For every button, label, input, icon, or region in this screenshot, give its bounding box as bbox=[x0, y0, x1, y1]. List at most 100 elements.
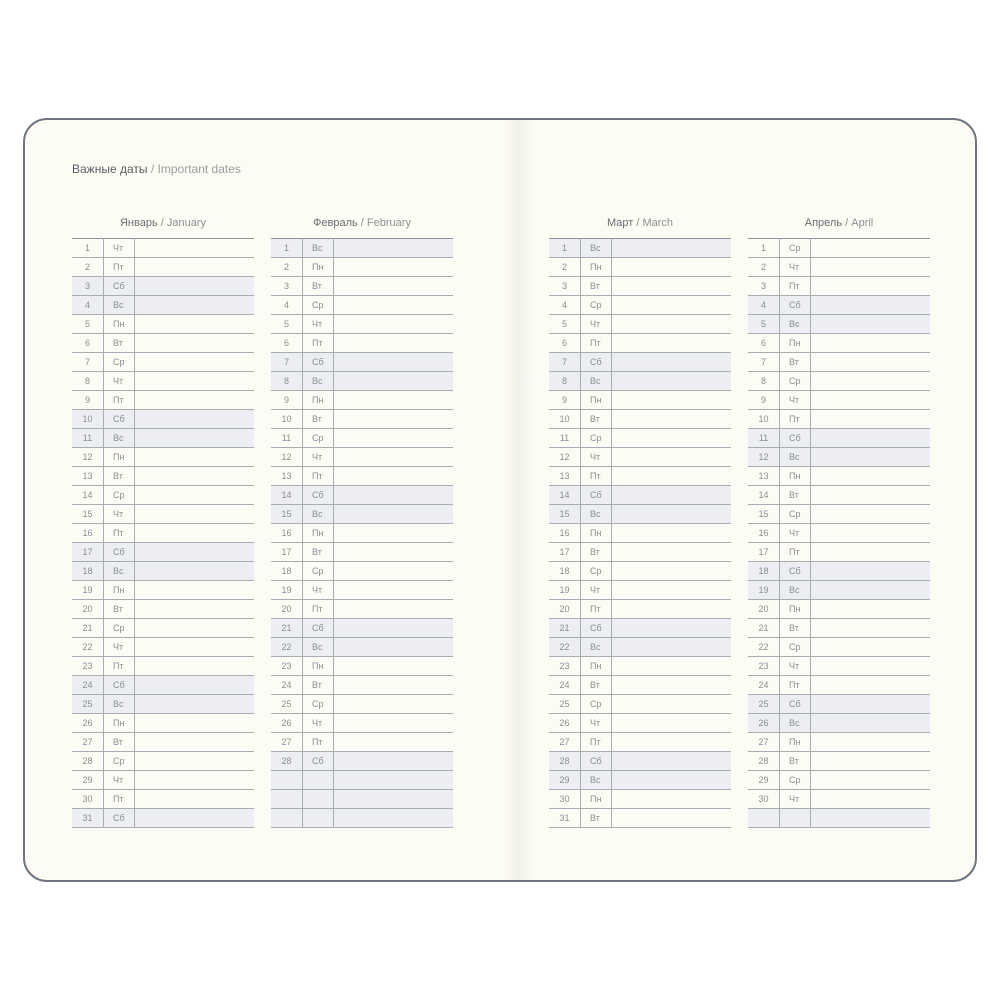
note-cell[interactable] bbox=[333, 732, 453, 752]
note-cell[interactable] bbox=[134, 694, 254, 714]
note-cell[interactable] bbox=[333, 409, 453, 429]
note-cell[interactable] bbox=[333, 504, 453, 524]
note-cell[interactable] bbox=[134, 656, 254, 676]
note-cell[interactable] bbox=[611, 276, 731, 296]
note-cell[interactable] bbox=[810, 238, 930, 258]
note-cell[interactable] bbox=[810, 789, 930, 809]
note-cell[interactable] bbox=[333, 542, 453, 562]
note-cell[interactable] bbox=[134, 561, 254, 581]
note-cell[interactable] bbox=[134, 409, 254, 429]
note-cell[interactable] bbox=[611, 504, 731, 524]
note-cell[interactable] bbox=[134, 238, 254, 258]
note-cell[interactable] bbox=[810, 561, 930, 581]
note-cell[interactable] bbox=[333, 637, 453, 657]
note-cell[interactable] bbox=[333, 789, 453, 809]
note-cell[interactable] bbox=[810, 694, 930, 714]
note-cell[interactable] bbox=[134, 485, 254, 505]
note-cell[interactable] bbox=[134, 295, 254, 315]
note-cell[interactable] bbox=[611, 485, 731, 505]
note-cell[interactable] bbox=[611, 390, 731, 410]
note-cell[interactable] bbox=[611, 257, 731, 277]
note-cell[interactable] bbox=[134, 789, 254, 809]
note-cell[interactable] bbox=[810, 504, 930, 524]
note-cell[interactable] bbox=[333, 314, 453, 334]
note-cell[interactable] bbox=[134, 257, 254, 277]
note-cell[interactable] bbox=[134, 770, 254, 790]
note-cell[interactable] bbox=[611, 770, 731, 790]
note-cell[interactable] bbox=[134, 390, 254, 410]
note-cell[interactable] bbox=[134, 466, 254, 486]
note-cell[interactable] bbox=[333, 694, 453, 714]
note-cell[interactable] bbox=[810, 656, 930, 676]
note-cell[interactable] bbox=[810, 409, 930, 429]
note-cell[interactable] bbox=[333, 276, 453, 296]
note-cell[interactable] bbox=[611, 314, 731, 334]
note-cell[interactable] bbox=[333, 447, 453, 467]
note-cell[interactable] bbox=[810, 523, 930, 543]
note-cell[interactable] bbox=[611, 371, 731, 391]
note-cell[interactable] bbox=[810, 580, 930, 600]
note-cell[interactable] bbox=[810, 428, 930, 448]
note-cell[interactable] bbox=[810, 732, 930, 752]
note-cell[interactable] bbox=[611, 656, 731, 676]
note-cell[interactable] bbox=[611, 523, 731, 543]
note-cell[interactable] bbox=[333, 561, 453, 581]
note-cell[interactable] bbox=[134, 333, 254, 353]
note-cell[interactable] bbox=[134, 276, 254, 296]
note-cell[interactable] bbox=[810, 352, 930, 372]
note-cell[interactable] bbox=[810, 618, 930, 638]
note-cell[interactable] bbox=[611, 808, 731, 828]
note-cell[interactable] bbox=[810, 314, 930, 334]
note-cell[interactable] bbox=[333, 352, 453, 372]
note-cell[interactable] bbox=[333, 751, 453, 771]
note-cell[interactable] bbox=[134, 580, 254, 600]
note-cell[interactable] bbox=[333, 390, 453, 410]
note-cell[interactable] bbox=[333, 523, 453, 543]
note-cell[interactable] bbox=[810, 333, 930, 353]
note-cell[interactable] bbox=[611, 580, 731, 600]
note-cell[interactable] bbox=[810, 295, 930, 315]
note-cell[interactable] bbox=[333, 656, 453, 676]
note-cell[interactable] bbox=[134, 618, 254, 638]
note-cell[interactable] bbox=[134, 675, 254, 695]
note-cell[interactable] bbox=[134, 447, 254, 467]
note-cell[interactable] bbox=[134, 751, 254, 771]
note-cell[interactable] bbox=[810, 485, 930, 505]
note-cell[interactable] bbox=[333, 713, 453, 733]
note-cell[interactable] bbox=[611, 466, 731, 486]
note-cell[interactable] bbox=[134, 371, 254, 391]
note-cell[interactable] bbox=[810, 675, 930, 695]
note-cell[interactable] bbox=[611, 352, 731, 372]
note-cell[interactable] bbox=[333, 675, 453, 695]
note-cell[interactable] bbox=[611, 238, 731, 258]
note-cell[interactable] bbox=[611, 428, 731, 448]
note-cell[interactable] bbox=[134, 352, 254, 372]
note-cell[interactable] bbox=[810, 713, 930, 733]
note-cell[interactable] bbox=[810, 542, 930, 562]
note-cell[interactable] bbox=[333, 580, 453, 600]
note-cell[interactable] bbox=[611, 675, 731, 695]
note-cell[interactable] bbox=[134, 523, 254, 543]
note-cell[interactable] bbox=[810, 276, 930, 296]
note-cell[interactable] bbox=[611, 295, 731, 315]
note-cell[interactable] bbox=[333, 295, 453, 315]
note-cell[interactable] bbox=[611, 561, 731, 581]
note-cell[interactable] bbox=[810, 599, 930, 619]
note-cell[interactable] bbox=[810, 466, 930, 486]
note-cell[interactable] bbox=[810, 371, 930, 391]
note-cell[interactable] bbox=[134, 428, 254, 448]
note-cell[interactable] bbox=[333, 485, 453, 505]
note-cell[interactable] bbox=[333, 599, 453, 619]
note-cell[interactable] bbox=[333, 466, 453, 486]
note-cell[interactable] bbox=[611, 751, 731, 771]
note-cell[interactable] bbox=[611, 732, 731, 752]
note-cell[interactable] bbox=[611, 694, 731, 714]
note-cell[interactable] bbox=[611, 713, 731, 733]
note-cell[interactable] bbox=[333, 428, 453, 448]
note-cell[interactable] bbox=[333, 238, 453, 258]
note-cell[interactable] bbox=[810, 637, 930, 657]
note-cell[interactable] bbox=[333, 770, 453, 790]
note-cell[interactable] bbox=[333, 618, 453, 638]
note-cell[interactable] bbox=[134, 542, 254, 562]
note-cell[interactable] bbox=[810, 770, 930, 790]
